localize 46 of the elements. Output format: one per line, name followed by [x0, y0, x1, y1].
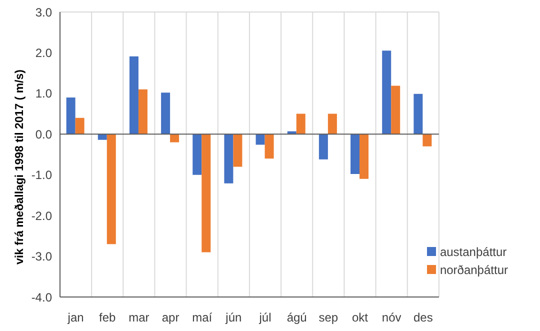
bar	[106, 134, 116, 244]
bar	[318, 134, 328, 160]
bar	[192, 134, 202, 175]
bar	[233, 134, 242, 167]
y-tick-label: -1.0	[31, 168, 52, 182]
bar	[414, 94, 423, 134]
x-tick-label: jan	[66, 310, 84, 325]
bar	[202, 134, 211, 252]
bar	[360, 134, 369, 179]
bar	[170, 134, 180, 142]
bar	[256, 134, 265, 145]
y-tick-label: -4.0	[31, 290, 52, 304]
y-axis-title: vik frá meðallagi 1998 til 2017 ( m/s)	[14, 69, 26, 264]
x-tick-label: júl	[258, 310, 272, 325]
x-tick-label: okt	[352, 310, 369, 325]
y-tick-label: 2.0	[35, 46, 52, 60]
bar	[129, 56, 138, 134]
bar	[350, 134, 360, 174]
legend-label: austanþáttur	[440, 245, 507, 259]
x-tick-label: maí	[192, 310, 213, 325]
bar	[161, 92, 170, 134]
y-tick-label: 0.0	[35, 127, 52, 142]
y-tick-label: -2.0	[31, 208, 52, 223]
x-tick-label: ágú	[286, 310, 307, 325]
x-tick-label: des	[413, 310, 433, 325]
x-tick-label: sep	[318, 310, 338, 325]
x-tick-label: mar	[128, 310, 150, 325]
bar	[391, 86, 400, 134]
bar	[328, 114, 337, 134]
x-tick-label: apr	[162, 310, 180, 325]
x-tick-label: nóv	[382, 310, 402, 325]
bar	[382, 50, 392, 134]
x-tick-label: feb	[99, 310, 116, 325]
bar	[296, 114, 306, 134]
bar	[75, 118, 84, 134]
y-tick-label: 1.0	[35, 86, 52, 101]
y-tick-label: -3.0	[31, 250, 52, 264]
legend-label: norðanþáttur	[440, 263, 508, 277]
bar	[422, 134, 432, 146]
bar	[224, 134, 234, 184]
y-tick-label: 3.0	[35, 5, 52, 20]
bar	[98, 134, 107, 140]
bar	[264, 134, 274, 159]
x-tick-label: jún	[224, 310, 242, 325]
bar	[138, 89, 148, 134]
bar	[66, 98, 76, 134]
